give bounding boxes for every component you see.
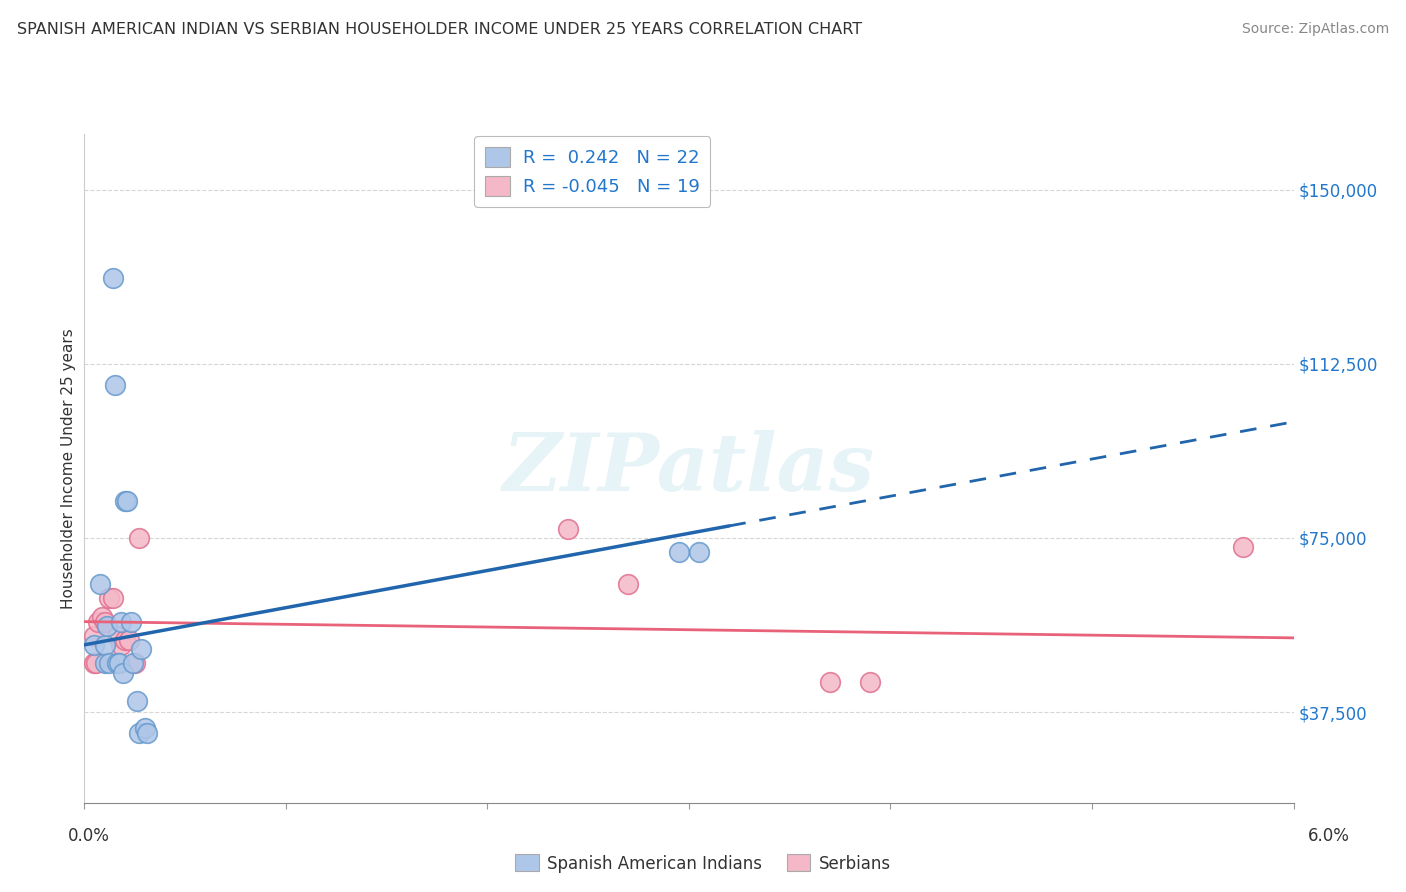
Point: [93, 638, 115, 652]
Point: [128, 531, 150, 545]
Point: [83, 638, 105, 652]
Point: [128, 726, 150, 740]
Point: [688, 545, 710, 559]
Point: [110, 638, 132, 652]
Text: 0.0%: 0.0%: [67, 827, 110, 845]
Point: [668, 545, 690, 559]
Point: [91, 610, 114, 624]
Point: [135, 726, 157, 740]
Point: [83, 628, 105, 642]
Point: [125, 693, 148, 707]
Point: [87, 615, 110, 629]
Point: [120, 615, 142, 629]
Point: [114, 493, 136, 508]
Legend: Spanish American Indians, Serbians: Spanish American Indians, Serbians: [509, 847, 897, 880]
Point: [617, 577, 640, 591]
Point: [115, 493, 138, 508]
Point: [105, 657, 128, 671]
Point: [89, 577, 111, 591]
Point: [557, 522, 579, 536]
Text: SPANISH AMERICAN INDIAN VS SERBIAN HOUSEHOLDER INCOME UNDER 25 YEARS CORRELATION: SPANISH AMERICAN INDIAN VS SERBIAN HOUSE…: [17, 22, 862, 37]
Point: [93, 657, 115, 671]
Point: [104, 377, 127, 392]
Point: [859, 675, 882, 690]
Point: [118, 633, 141, 648]
Point: [107, 657, 129, 671]
Point: [110, 615, 132, 629]
Point: [105, 628, 128, 642]
Text: Source: ZipAtlas.com: Source: ZipAtlas.com: [1241, 22, 1389, 37]
Point: [129, 642, 152, 657]
Point: [97, 657, 120, 671]
Text: ZIPatlas: ZIPatlas: [503, 430, 875, 507]
Point: [97, 591, 120, 606]
Point: [818, 675, 841, 690]
Legend: R =  0.242   N = 22, R = -0.045   N = 19: R = 0.242 N = 22, R = -0.045 N = 19: [474, 136, 710, 207]
Point: [101, 591, 124, 606]
Point: [86, 657, 108, 671]
Point: [83, 657, 105, 671]
Point: [124, 657, 146, 671]
Y-axis label: Householder Income Under 25 years: Householder Income Under 25 years: [60, 328, 76, 608]
Text: 6.0%: 6.0%: [1308, 827, 1350, 845]
Point: [111, 665, 134, 680]
Point: [93, 615, 115, 629]
Point: [134, 722, 156, 736]
Point: [101, 270, 124, 285]
Point: [1232, 541, 1254, 555]
Point: [114, 633, 136, 648]
Point: [121, 657, 143, 671]
Point: [96, 619, 118, 633]
